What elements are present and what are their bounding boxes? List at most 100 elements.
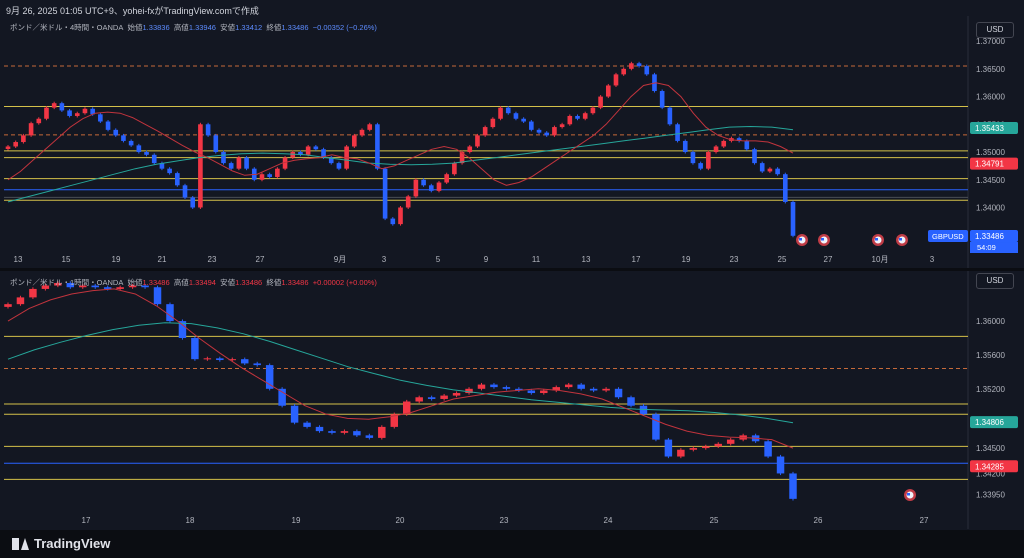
candle-body	[575, 115, 580, 119]
candle-body	[398, 207, 403, 225]
candle-body	[598, 96, 603, 108]
pane-background	[4, 16, 1020, 268]
candle-body	[105, 121, 111, 130]
candle-body	[713, 146, 719, 153]
chart-svg-4h[interactable]: 1.370001.365001.360001.355001.350001.345…	[4, 16, 1020, 268]
candle-body	[175, 173, 180, 186]
candle-body	[353, 431, 361, 436]
candle-body	[602, 388, 610, 391]
candle-body	[721, 140, 727, 147]
candle-body	[190, 197, 196, 208]
x-tick-label: 21	[158, 255, 167, 264]
x-tick-label: 9月	[334, 255, 346, 264]
candle-body	[677, 449, 685, 457]
candle-body	[782, 174, 788, 202]
economic-event-flag-icon[interactable]	[896, 234, 908, 246]
candle-body	[298, 152, 303, 155]
footer-bar: TradingView	[0, 530, 1024, 558]
x-tick-label: 25	[778, 255, 787, 264]
candle-body	[513, 113, 519, 119]
candle-body	[544, 132, 550, 136]
candle-body	[790, 201, 796, 236]
economic-event-flag-icon[interactable]	[796, 234, 808, 246]
moving-average-short	[7, 82, 794, 186]
candle-body	[459, 152, 465, 164]
candle-body	[51, 103, 57, 108]
candle-body	[16, 297, 25, 305]
candle-body	[191, 338, 199, 360]
candle-body	[340, 431, 349, 433]
candle-body	[759, 163, 765, 172]
candle-body	[529, 121, 534, 130]
candle-body	[689, 448, 698, 450]
chart-svg-1h[interactable]: 1.36000 1.35600 1.35200 1.34500 1.34200 1.339…	[4, 271, 1020, 529]
y-tick-label: 1.35200	[976, 385, 1005, 394]
countdown-badge	[970, 242, 1018, 254]
currency-selector-1h[interactable]: USD	[976, 273, 1014, 289]
candle-body	[198, 124, 203, 208]
x-tick-label: 19	[682, 255, 691, 264]
x-tick-label: 11	[532, 255, 541, 264]
candle-body	[490, 384, 498, 388]
economic-event-flag-icon[interactable]	[904, 489, 916, 501]
candle-body	[321, 149, 326, 158]
candle-body	[66, 283, 75, 288]
candle-body	[313, 146, 319, 150]
candle-body	[244, 157, 249, 169]
candle-body	[59, 103, 65, 111]
moving-average-short	[7, 288, 794, 449]
economic-event-flag-icon[interactable]	[818, 234, 830, 246]
y-tick-label: 1.34500	[976, 176, 1005, 185]
candle-body	[4, 304, 12, 307]
candle-body	[452, 163, 457, 175]
candle-body	[228, 163, 234, 169]
candle-body	[144, 152, 149, 155]
candle-body	[67, 110, 72, 116]
moving-average-long	[7, 322, 794, 424]
currency-selector-4h[interactable]: USD	[976, 22, 1014, 38]
chart-pane-4h[interactable]: 1.370001.365001.360001.355001.350001.345…	[4, 16, 1020, 268]
candle-body	[698, 163, 703, 169]
candle-body	[452, 393, 461, 396]
candle-body	[428, 185, 434, 191]
candle-body	[278, 388, 286, 406]
candle-body	[421, 179, 426, 186]
candle-body	[221, 152, 226, 164]
candle-body	[706, 152, 711, 169]
chart-pane-1h[interactable]: 1.36000 1.35600 1.35200 1.34500 1.34200 1.339…	[4, 271, 1020, 529]
x-tick-label: 3	[382, 255, 387, 264]
candle-body	[475, 135, 480, 147]
candle-body	[241, 359, 249, 364]
x-tick-label: 18	[186, 516, 195, 525]
pane-divider[interactable]	[0, 268, 1024, 271]
economic-event-flag-icon[interactable]	[872, 234, 884, 246]
candle-body	[253, 363, 261, 366]
legend-4h: ポンド／米ドル・4時間・OANDA 始値1.33836 高値1.33946 安値…	[10, 23, 377, 32]
symbol-badge-label: GBPUSD	[932, 232, 964, 241]
x-tick-label: 24	[604, 516, 613, 525]
candle-body	[29, 288, 37, 298]
candle-body	[726, 439, 735, 444]
symbol-badge	[928, 230, 968, 243]
candle-body	[502, 387, 511, 389]
candle-body	[427, 397, 436, 399]
candle-body	[567, 115, 573, 125]
y-tick-label: 1.34200	[976, 469, 1005, 478]
price-badge-label: 1.34285	[975, 462, 1004, 471]
candle-body	[74, 113, 80, 116]
candle-body	[540, 390, 548, 394]
price-badge-label: 1.33486	[975, 232, 1004, 241]
candle-body	[413, 179, 419, 197]
price-badge	[970, 122, 1018, 135]
x-tick-label: 19	[292, 516, 301, 525]
candle-body	[639, 405, 648, 415]
candle-body	[627, 397, 635, 406]
tradingview-logo[interactable]: TradingView	[12, 536, 110, 551]
x-tick-label: 3	[930, 255, 935, 264]
candle-body	[303, 422, 311, 427]
candle-body	[390, 414, 399, 427]
candle-body	[128, 285, 137, 288]
x-tick-label: 27	[920, 516, 929, 525]
candle-body	[675, 124, 680, 141]
candle-body	[582, 113, 588, 119]
